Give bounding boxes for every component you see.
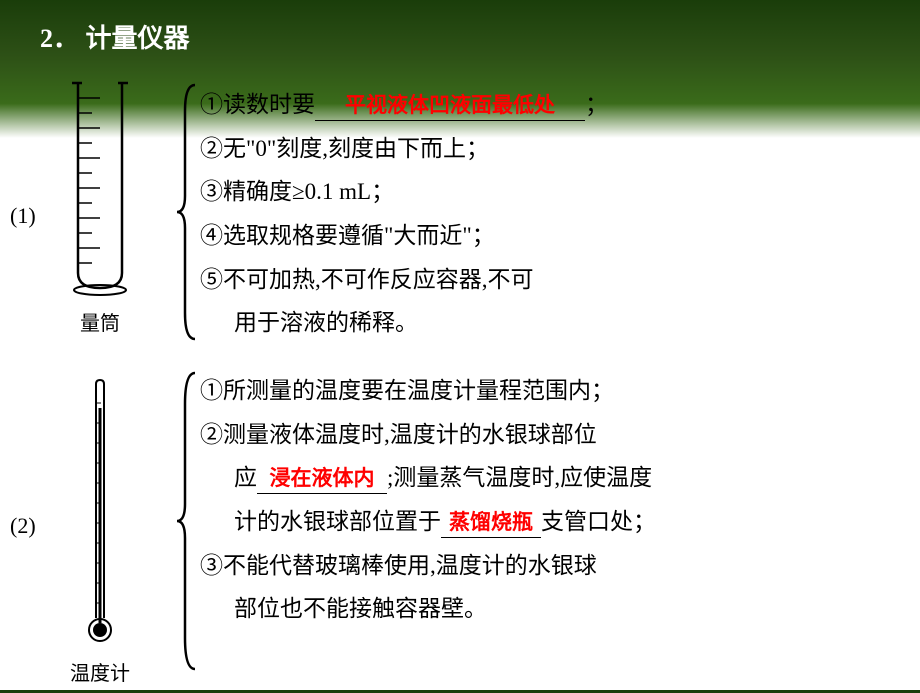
note-line: 用于溶液的稀释。 — [200, 301, 608, 345]
note-line: ①所测量的温度要在温度计量程范围内； — [200, 369, 656, 413]
item-number: ① — [200, 378, 223, 403]
note-line: 部位也不能接触容器壁。 — [200, 587, 656, 631]
pre-text: 读数时要 — [223, 92, 315, 117]
thermometer-figure: 温度计 — [70, 378, 130, 686]
thermometer-icon — [87, 378, 113, 648]
pre-text: 应 — [234, 465, 257, 490]
note-line: ②无"0"刻度,刻度由下而上； — [200, 127, 608, 171]
cylinder-notes: ①读数时要平视液体凹液面最低处；②无"0"刻度,刻度由下而上；③精确度≥0.1 … — [200, 83, 608, 345]
pre-text: 计的水银球部位置于 — [234, 509, 441, 534]
thermometer-label: 温度计 — [70, 657, 130, 686]
graduated-cylinder-icon — [70, 78, 130, 298]
thermometer-notes: ①所测量的温度要在温度计量程范围内；②测量液体温度时,温度计的水银球部位应浸在液… — [200, 369, 656, 631]
item-text: 所测量的温度要在温度计量程范围内； — [223, 378, 614, 403]
answer-text: 浸在液体内 — [270, 467, 375, 490]
fill-blank: 浸在液体内 — [257, 463, 387, 494]
item-number: ② — [200, 422, 223, 447]
item-number: ② — [200, 136, 223, 161]
post-text: ;测量蒸气温度时,应使温度 — [387, 465, 652, 490]
page-title: 2． 计量仪器 — [0, 0, 920, 55]
section2-label: (2) — [10, 513, 36, 539]
note-line: ⑤不可加热,不可作反应容器,不可 — [200, 258, 608, 302]
item-number: ④ — [200, 223, 223, 248]
answer-text: 蒸馏烧瓶 — [449, 511, 533, 534]
answer-text: 平视液体凹液面最低处 — [345, 94, 555, 117]
note-line: 应浸在液体内 ;测量蒸气温度时,应使温度 — [200, 456, 656, 500]
post-text: 支管口处； — [541, 509, 656, 534]
note-line: ②测量液体温度时,温度计的水银球部位 — [200, 413, 656, 457]
cylinder-figure: 量筒 — [70, 78, 130, 336]
fill-blank: 蒸馏烧瓶 — [441, 507, 541, 538]
section-thermometer: (2) 温度计 ①所测量的温度要在温度计量程范围内；②测量液体温度时,温度计的水… — [0, 363, 920, 693]
section1-label: (1) — [10, 203, 36, 229]
fill-blank: 平视液体凹液面最低处 — [315, 90, 585, 121]
note-line: ①读数时要 平视液体凹液面最低处 ； — [200, 83, 608, 127]
item-text: 选取规格要遵循"大而近"； — [223, 223, 495, 248]
item-number: ① — [200, 92, 223, 117]
item-text: 不能代替玻璃棒使用,温度计的水银球 — [223, 553, 597, 578]
note-line: ③精确度≥0.1 mL； — [200, 170, 608, 214]
brace-icon — [175, 369, 200, 673]
item-number: ⑤ — [200, 267, 223, 292]
title-number: 2． — [40, 24, 79, 53]
item-text: 无"0"刻度,刻度由下而上； — [223, 136, 489, 161]
item-text: 用于溶液的稀释。 — [234, 310, 418, 335]
title-text: 计量仪器 — [86, 24, 190, 53]
item-text: 不可加热,不可作反应容器,不可 — [223, 267, 534, 292]
item-text: 精确度≥0.1 mL； — [223, 179, 394, 204]
note-line: ④选取规格要遵循"大而近"； — [200, 214, 608, 258]
note-line: 计的水银球部位置于蒸馏烧瓶支管口处； — [200, 500, 656, 544]
cylinder-label: 量筒 — [70, 307, 130, 336]
note-line: ③不能代替玻璃棒使用,温度计的水银球 — [200, 544, 656, 588]
post-text: ； — [585, 92, 608, 117]
item-number: ③ — [200, 553, 223, 578]
item-text: 测量液体温度时,温度计的水银球部位 — [223, 422, 597, 447]
brace-icon — [175, 81, 200, 343]
section-cylinder: (1) 量筒 ①读数时要平视液体凹液面最低处；②无"0"刻度,刻度由下而上；③精… — [0, 83, 920, 353]
item-text: 部位也不能接触容器壁。 — [234, 596, 487, 621]
item-number: ③ — [200, 179, 223, 204]
